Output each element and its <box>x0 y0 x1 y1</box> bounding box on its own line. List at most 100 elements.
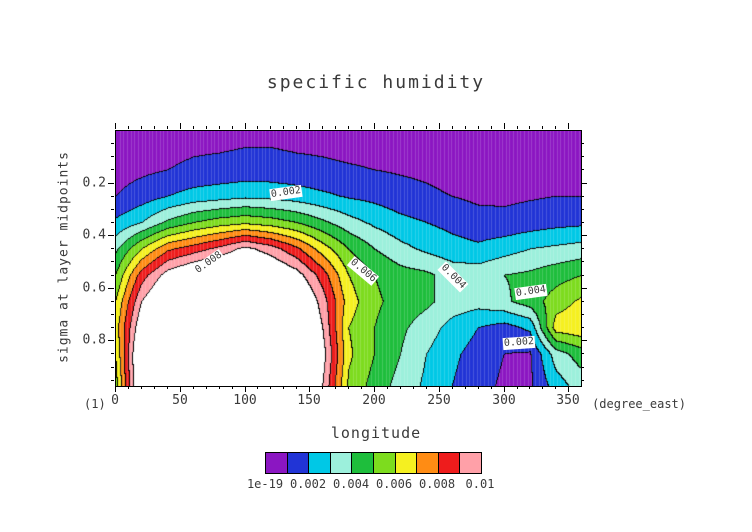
y-minor-tick <box>111 222 114 223</box>
y-minor-tick <box>581 301 584 302</box>
x-minor-tick <box>348 386 349 389</box>
x-major-tick <box>115 123 116 129</box>
y-major-tick <box>581 235 587 236</box>
x-minor-tick <box>361 126 362 129</box>
x-major-tick <box>115 386 116 392</box>
colorbar-cell <box>372 453 395 473</box>
colorbar-tick-label: 0.004 <box>332 477 370 491</box>
x-minor-tick <box>529 386 530 389</box>
colorbar-tick-label: 0.008 <box>418 477 456 491</box>
y-minor-tick <box>581 156 584 157</box>
x-minor-tick <box>128 386 129 389</box>
colorbar-cell <box>329 453 352 473</box>
x-minor-tick <box>478 386 479 389</box>
x-minor-tick <box>517 126 518 129</box>
colorbar-tick-label: 0.002 <box>289 477 327 491</box>
x-minor-tick <box>141 386 142 389</box>
x-minor-tick <box>167 386 168 389</box>
x-major-tick <box>309 123 310 129</box>
x-minor-tick <box>270 386 271 389</box>
y-major-tick <box>108 183 114 184</box>
y-minor-tick <box>581 143 584 144</box>
x-minor-tick <box>478 126 479 129</box>
x-tick-label: 350 <box>556 393 580 408</box>
colorbar-tick-label: 0.01 <box>465 477 495 491</box>
y-minor-tick <box>581 261 584 262</box>
x-minor-tick <box>206 386 207 389</box>
colorbar-tick-label: 0.006 <box>375 477 413 491</box>
x-major-tick <box>504 386 505 392</box>
y-minor-tick <box>111 275 114 276</box>
y-minor-tick <box>111 380 114 381</box>
y-tick-label: 0.2 <box>82 175 106 191</box>
y-minor-tick <box>581 367 584 368</box>
x-major-tick <box>439 386 440 392</box>
y-minor-tick <box>581 275 584 276</box>
x-major-tick <box>245 386 246 392</box>
x-minor-tick <box>257 386 258 389</box>
y-tick-label: 0.8 <box>82 332 106 348</box>
colorbar-cell <box>437 453 460 473</box>
colorbar-cell <box>351 453 373 473</box>
x-major-tick <box>568 123 569 129</box>
x-minor-tick <box>296 386 297 389</box>
x-minor-tick <box>219 126 220 129</box>
y-minor-tick <box>111 301 114 302</box>
x-minor-tick <box>322 386 323 389</box>
x-major-tick <box>504 123 505 129</box>
x-axis-title: longitude <box>330 424 422 442</box>
x-tick-label: 200 <box>362 393 386 408</box>
x-minor-tick <box>465 126 466 129</box>
x-minor-tick <box>542 126 543 129</box>
x-minor-tick <box>400 126 401 129</box>
x-major-tick <box>374 123 375 129</box>
y-minor-tick <box>111 327 114 328</box>
y-major-tick <box>108 288 114 289</box>
y-tick-label: 0.6 <box>82 280 106 296</box>
y-minor-tick <box>111 314 114 315</box>
x-minor-tick <box>232 126 233 129</box>
colorbar-cell <box>286 453 309 473</box>
x-minor-tick <box>348 126 349 129</box>
x-minor-tick <box>542 386 543 389</box>
x-tick-label: 150 <box>297 393 321 408</box>
x-minor-tick <box>193 126 194 129</box>
x-minor-tick <box>452 126 453 129</box>
x-tick-label: 100 <box>233 393 257 408</box>
x-major-tick <box>374 386 375 392</box>
x-minor-tick <box>426 386 427 389</box>
x-major-tick <box>180 123 181 129</box>
plot-title: specific humidity <box>266 72 486 93</box>
contour-label: 0.002 <box>502 335 536 350</box>
x-minor-tick <box>413 386 414 389</box>
x-minor-tick <box>426 126 427 129</box>
x-minor-tick <box>257 126 258 129</box>
y-major-tick <box>581 288 587 289</box>
x-minor-tick <box>491 386 492 389</box>
x-minor-tick <box>283 126 284 129</box>
x-major-tick <box>180 386 181 392</box>
y-minor-tick <box>111 143 114 144</box>
y-minor-tick <box>581 380 584 381</box>
x-minor-tick <box>529 126 530 129</box>
y-major-tick <box>581 340 587 341</box>
x-minor-tick <box>335 386 336 389</box>
colorbar <box>265 452 482 474</box>
x-major-tick <box>245 123 246 129</box>
x-tick-label: 50 <box>172 393 188 408</box>
x-minor-tick <box>400 386 401 389</box>
x-minor-tick <box>322 126 323 129</box>
y-minor-tick <box>111 156 114 157</box>
colorbar-cell <box>416 453 438 473</box>
x-minor-tick <box>154 386 155 389</box>
y-minor-tick <box>111 261 114 262</box>
y-major-tick <box>581 183 587 184</box>
x-minor-tick <box>555 126 556 129</box>
y-minor-tick <box>581 209 584 210</box>
y-minor-tick <box>111 209 114 210</box>
colorbar-cell <box>459 453 481 473</box>
y-tick-label: 0.4 <box>82 227 106 243</box>
y-minor-tick <box>111 353 114 354</box>
y-minor-tick <box>581 196 584 197</box>
